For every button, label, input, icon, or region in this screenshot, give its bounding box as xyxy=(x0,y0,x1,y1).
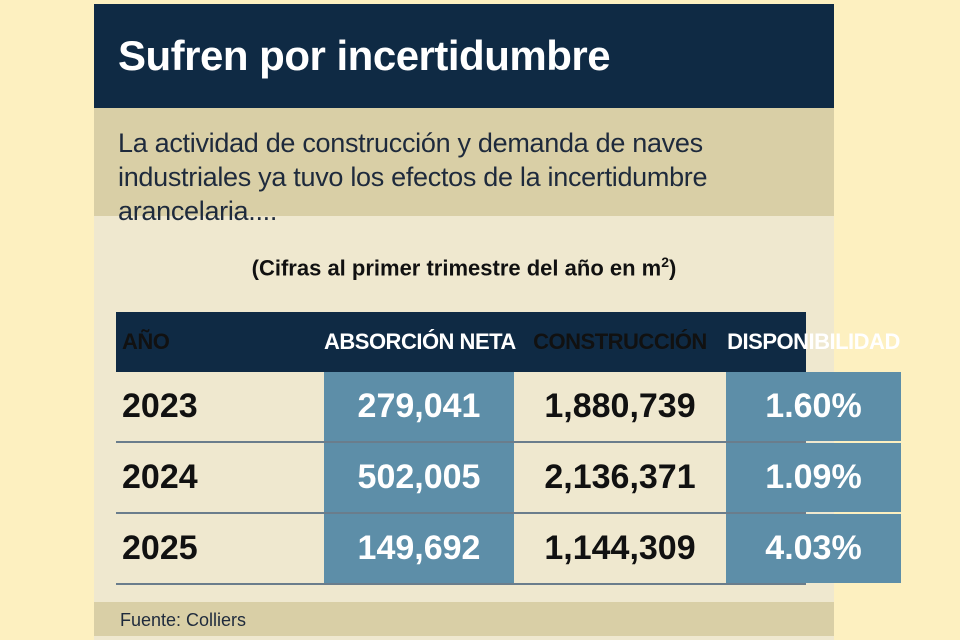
cell-disponibilidad: 1.09% xyxy=(726,443,901,512)
cell-construccion: 1,880,739 xyxy=(544,387,696,425)
header-construccion: CONSTRUCCIÓN xyxy=(533,329,707,354)
cell-absorcion: 502,005 xyxy=(324,443,514,512)
table-row: 2023 279,041 1,880,739 1.60% xyxy=(116,372,901,443)
cell-disponibilidad: 1.60% xyxy=(726,372,901,441)
row-divider xyxy=(116,441,806,443)
data-table: AÑO ABSORCIÓN NETA CONSTRUCCIÓN DISPONIB… xyxy=(116,312,901,588)
cell-absorcion: 149,692 xyxy=(324,514,514,583)
table-header: AÑO ABSORCIÓN NETA CONSTRUCCIÓN DISPONIB… xyxy=(116,312,900,372)
header-year: AÑO xyxy=(122,329,170,354)
units-note-superscript: 2 xyxy=(661,254,670,270)
title-bar: Sufren por incertidumbre xyxy=(94,4,834,108)
units-note-text: (Cifras al primer trimestre del año en m xyxy=(251,255,662,281)
header-disponibilidad: DISPONIBILIDAD xyxy=(727,329,900,354)
intro-panel: La actividad de construcción y demanda d… xyxy=(94,108,834,226)
cell-year: 2025 xyxy=(122,529,198,567)
source-text: Fuente: Colliers xyxy=(120,610,247,630)
table-row: 2024 502,005 2,136,371 1.09% xyxy=(116,443,901,514)
page-title: Sufren por incertidumbre xyxy=(118,32,611,79)
cell-absorcion: 279,041 xyxy=(324,372,514,441)
cell-year: 2023 xyxy=(122,387,198,425)
cell-construccion: 1,144,309 xyxy=(544,529,696,567)
header-absorcion: ABSORCIÓN NETA xyxy=(324,329,516,354)
source-bar: Fuente: Colliers xyxy=(94,602,834,636)
intro-text: La actividad de construcción y demanda d… xyxy=(118,128,708,226)
row-divider xyxy=(116,583,806,585)
row-divider xyxy=(116,512,806,514)
infographic-card: Sufren por incertidumbre La actividad de… xyxy=(94,4,901,640)
cell-disponibilidad: 4.03% xyxy=(726,514,901,583)
cell-year: 2024 xyxy=(122,458,198,496)
units-note-close: ) xyxy=(669,255,677,281)
cell-construccion: 2,136,371 xyxy=(544,458,696,496)
table-row: 2025 149,692 1,144,309 4.03% xyxy=(116,514,901,585)
units-note: (Cifras al primer trimestre del año en m… xyxy=(94,254,834,281)
